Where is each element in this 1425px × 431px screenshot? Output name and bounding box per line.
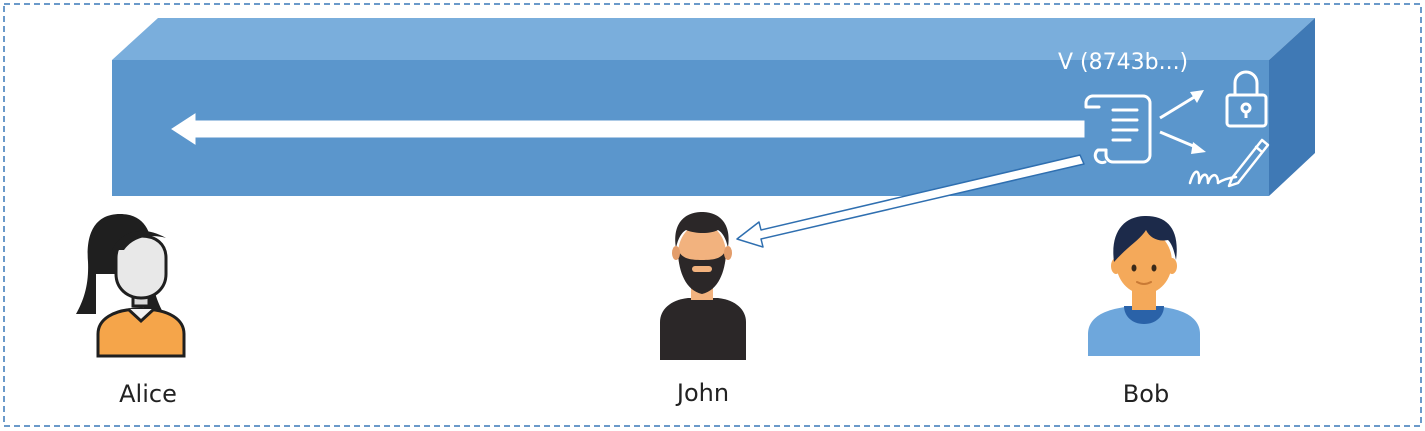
arrow-to-john bbox=[736, 154, 1085, 248]
block-version-label: V (8743b...) bbox=[1058, 50, 1188, 75]
person-name-alice: Alice bbox=[119, 380, 177, 408]
document-scroll-icon bbox=[1084, 94, 1152, 165]
person-name-john: John bbox=[675, 379, 729, 407]
lock-icon bbox=[1225, 70, 1268, 128]
signature-pen-icon bbox=[1188, 138, 1270, 188]
bearded-man-avatar-icon bbox=[660, 212, 746, 360]
block-bar bbox=[112, 18, 1315, 196]
person-name-bob: Bob bbox=[1123, 380, 1169, 408]
arrow-to-alice bbox=[171, 113, 1085, 145]
scroll-arrows bbox=[1159, 90, 1206, 154]
woman-avatar-icon bbox=[76, 214, 186, 358]
boy-avatar-icon bbox=[1088, 216, 1200, 356]
block-bar-side bbox=[1269, 18, 1315, 196]
block-bar-top bbox=[112, 18, 1315, 60]
